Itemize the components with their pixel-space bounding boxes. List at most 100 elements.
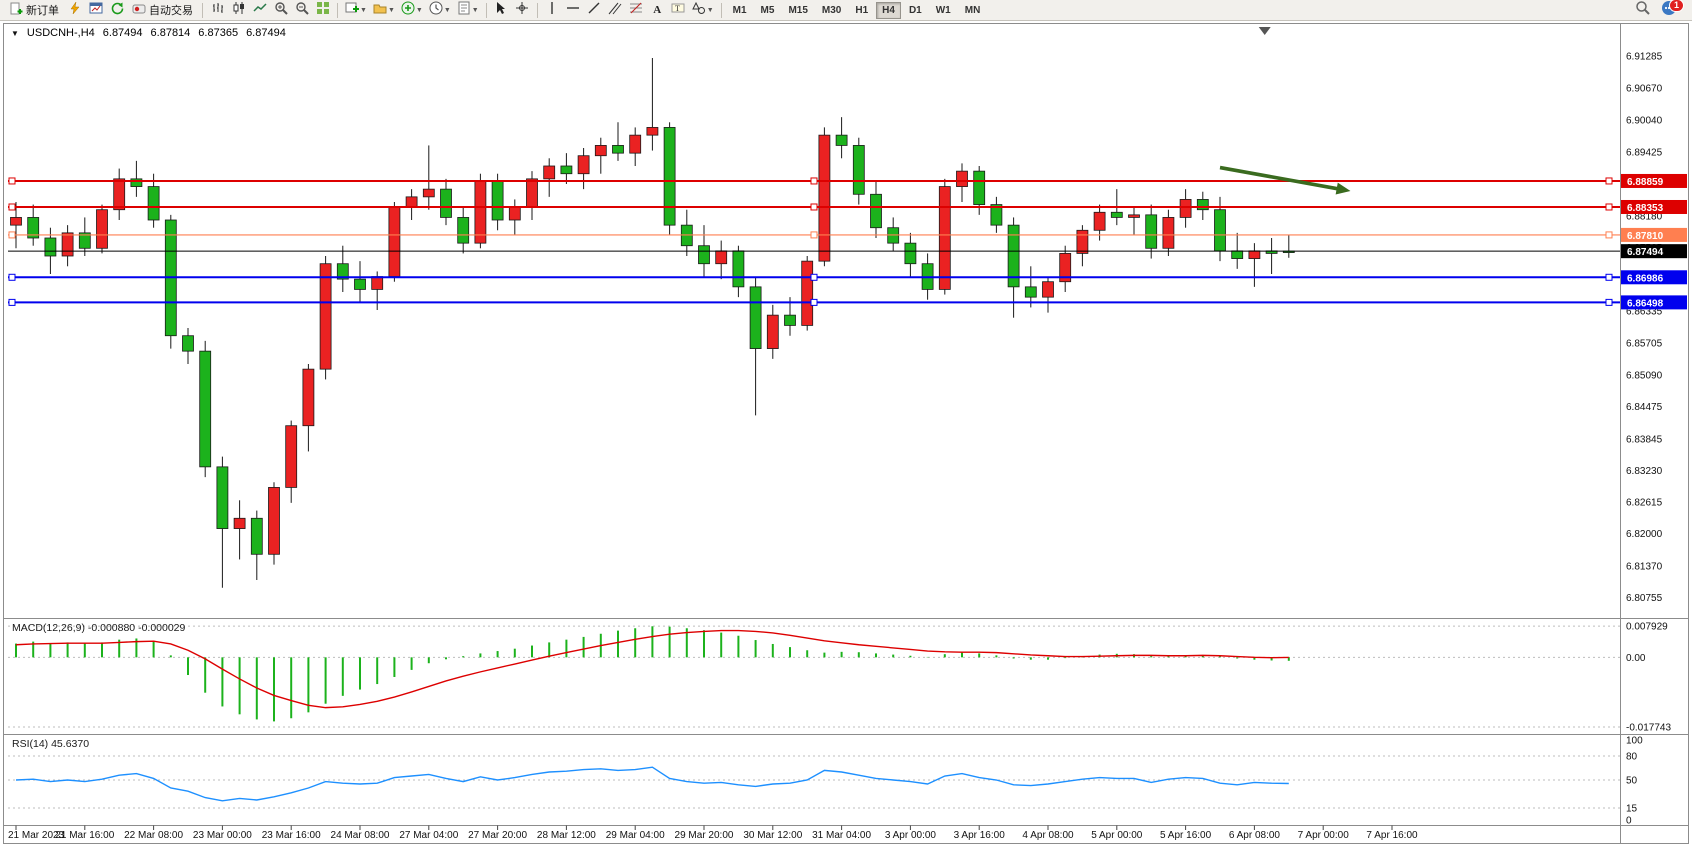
line-handle[interactable] <box>1605 298 1613 306</box>
candle-body <box>646 127 659 136</box>
tab-timeframe-m5[interactable]: M5 <box>755 2 781 19</box>
cursor-button[interactable] <box>492 1 511 19</box>
line-handle[interactable] <box>810 231 818 239</box>
horizontal-line-object[interactable]: 6.88859 <box>8 173 1687 188</box>
line-handle[interactable] <box>8 273 16 281</box>
candle-body <box>405 196 418 208</box>
line-handle[interactable] <box>1605 273 1613 281</box>
candle-body <box>1248 250 1261 259</box>
ohlc-high: 6.87814 <box>150 27 191 39</box>
zoom-out-icon <box>295 1 309 20</box>
tab-timeframe-d1[interactable]: D1 <box>903 2 928 19</box>
price-tag-label: 6.88353 <box>1627 203 1664 214</box>
shapes-button[interactable]: ▼ <box>690 1 716 19</box>
horizontal-line-object[interactable]: 6.87810 <box>8 227 1687 242</box>
ohlc-close: 6.87494 <box>246 27 286 39</box>
time-axis-label: 7 Apr 16:00 <box>1366 830 1418 841</box>
candle-body <box>1162 217 1175 249</box>
zoom-out-button[interactable] <box>292 1 311 19</box>
line-handle[interactable] <box>810 273 818 281</box>
line-handle[interactable] <box>1605 177 1613 185</box>
line-handle[interactable] <box>8 298 16 306</box>
text-label-button[interactable]: T <box>669 1 688 19</box>
chart-window-icon <box>89 1 103 20</box>
line-handle[interactable] <box>8 177 16 185</box>
tile-windows-button[interactable] <box>313 1 332 19</box>
tab-timeframe-h1[interactable]: H1 <box>849 2 874 19</box>
line-handle[interactable] <box>810 203 818 211</box>
tab-timeframe-mn[interactable]: MN <box>959 2 987 19</box>
candle-body <box>96 209 108 249</box>
candle-body <box>1042 281 1054 298</box>
chevron-down-icon: ▼ <box>387 6 395 14</box>
horizontal-line-object[interactable]: 6.86498 <box>8 295 1687 310</box>
price-axis-label: 6.81370 <box>1626 562 1663 573</box>
new-order-button[interactable]: 新订单 <box>5 1 63 19</box>
crosshair-button[interactable] <box>513 1 532 19</box>
tab-timeframe-m1[interactable]: M1 <box>727 2 753 19</box>
horizontal-line-object[interactable]: 6.86986 <box>8 270 1687 285</box>
current-price-line[interactable]: 6.87494 <box>8 244 1687 259</box>
price-axis-label: 6.88180 <box>1626 211 1663 222</box>
trend-arrow-object[interactable] <box>1219 165 1351 195</box>
candle-body <box>182 335 194 352</box>
line-handle[interactable] <box>8 203 16 211</box>
candlestick-chart-button[interactable] <box>229 1 248 19</box>
one-click-trading-toggle[interactable]: ▼ <box>11 28 19 38</box>
macd-axis-label: -0.017743 <box>1626 723 1671 734</box>
trendline-button[interactable] <box>585 1 604 19</box>
candle-body <box>852 145 865 195</box>
candle-body <box>749 286 762 349</box>
candle-body <box>130 178 143 187</box>
horizontal-line-object[interactable]: 6.88353 <box>8 199 1687 214</box>
chart-shift-marker[interactable] <box>1258 27 1271 35</box>
rsi-indicator-label: RSI(14) 45.6370 <box>12 738 90 750</box>
text-button[interactable]: A <box>648 1 667 19</box>
fibonacci-button[interactable] <box>627 1 646 19</box>
tab-timeframe-m15[interactable]: M15 <box>782 2 813 19</box>
price-axis[interactable]: 6.912856.906706.900406.894256.888106.881… <box>1626 52 1663 605</box>
notifications-button[interactable]: 1 <box>1659 0 1684 19</box>
line-chart-button[interactable] <box>250 1 269 19</box>
autotrading-button[interactable]: 自动交易 <box>128 1 197 19</box>
profiles-button[interactable]: ▼ <box>371 1 397 19</box>
templates-button[interactable]: ▼ <box>455 1 481 19</box>
candle-body <box>1110 211 1123 218</box>
navigator-button[interactable] <box>86 1 105 19</box>
line-handle[interactable] <box>810 298 818 306</box>
candle-body <box>336 263 349 280</box>
toolbar-right-group: 1 <box>1633 0 1687 19</box>
candle-body <box>835 134 848 146</box>
line-handle[interactable] <box>1605 203 1613 211</box>
autotrading-icon <box>132 2 146 19</box>
macd-axis-label: 0.007929 <box>1626 622 1668 633</box>
price-tag <box>1621 173 1687 188</box>
candlestick-icon <box>232 1 246 20</box>
candle-body <box>938 186 951 290</box>
candle-body <box>990 204 1003 226</box>
tab-timeframe-w1[interactable]: W1 <box>930 2 957 19</box>
zoom-in-button[interactable] <box>271 1 290 19</box>
bar-chart-button[interactable] <box>208 1 227 19</box>
periods-button[interactable]: ▼ <box>427 1 453 19</box>
new-chart-button[interactable]: ▼ <box>343 1 369 19</box>
candle-body <box>698 245 710 265</box>
time-axis-label: 31 Mar 04:00 <box>812 830 871 841</box>
terminal-button[interactable] <box>107 1 126 19</box>
search-button[interactable] <box>1633 1 1652 19</box>
market-watch-button[interactable] <box>65 1 84 19</box>
macd-indicator-label: MACD(12,26,9) -0.000880 -0.000029 <box>12 622 186 634</box>
horizontal-line-button[interactable] <box>564 1 583 19</box>
line-handle[interactable] <box>810 177 818 185</box>
price-axis-label: 6.90040 <box>1626 116 1663 127</box>
indicators-button[interactable]: ▼ <box>399 1 425 19</box>
tab-timeframe-m30[interactable]: M30 <box>816 2 847 19</box>
toolbar-separator <box>720 2 722 18</box>
line-handle[interactable] <box>1605 231 1613 239</box>
candle-body <box>1007 224 1020 288</box>
line-handle[interactable] <box>8 231 16 239</box>
channel-button[interactable] <box>606 1 625 19</box>
vertical-line-button[interactable] <box>543 1 562 19</box>
tab-timeframe-h4[interactable]: H4 <box>876 1 901 19</box>
